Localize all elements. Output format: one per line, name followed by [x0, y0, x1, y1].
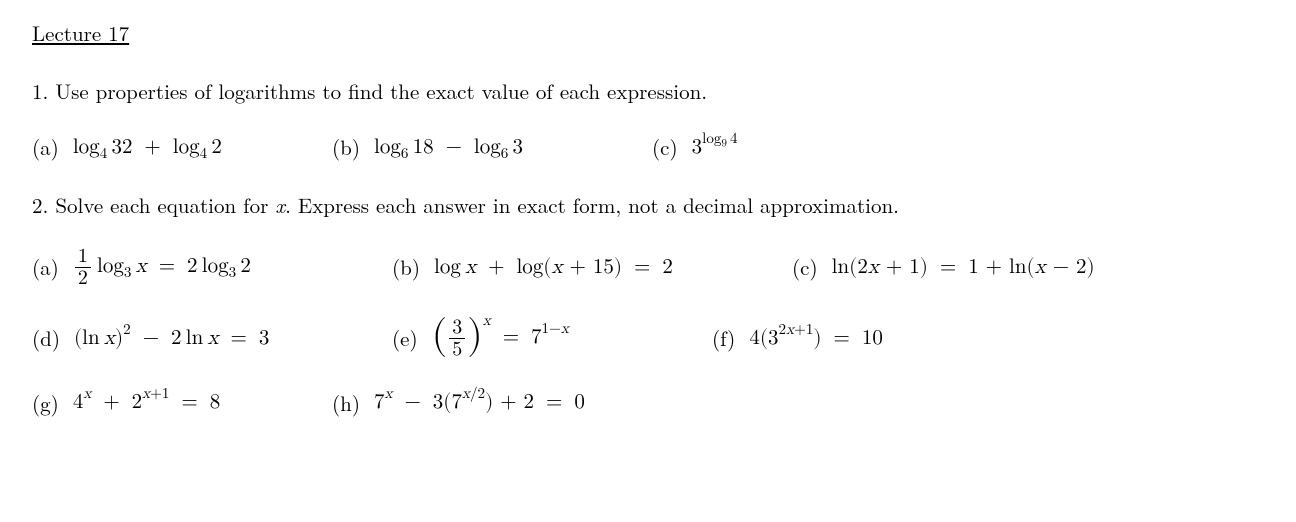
problem-2f: (f) 4(32x+1) = 10 — [712, 323, 883, 353]
problem-2a: (a) 12 log3 x = 2 log3 2 — [32, 246, 392, 289]
problem-2c: (c) ln(2x + 1) = 1 + ln(x − 2) — [792, 252, 1095, 282]
problem-2-statement: 2. Solve each equation for x. Express ea… — [32, 190, 1264, 220]
expr-2h: 7x − 3(7x/2) + 2 = 0 — [374, 390, 585, 415]
expr-2a: 12 log3 x = 2 log3 2 — [73, 246, 251, 289]
problem-2b: (b) log x + log(x + 15) = 2 — [392, 252, 792, 282]
label-2f: (f) — [712, 323, 735, 353]
page: Lecture 17 1. Use properties of logarith… — [0, 0, 1296, 462]
expr-1a: log4 32 + log4 2 — [73, 135, 222, 160]
problem-1-row: (a) log4 32 + log4 2 (b) log6 18 − log6 … — [32, 132, 1264, 162]
problem-2-row-2: (d) (ln x)2 − 2 ln x = 3 (e) (35)x = 71−… — [32, 317, 1264, 360]
expr-2d: (ln x)2 − 2 ln x = 3 — [74, 326, 269, 351]
problem-2e: (e) (35)x = 71−x — [392, 317, 712, 360]
problem-1c: (c) 3log9 4 — [652, 132, 738, 162]
label-2h: (h) — [332, 388, 360, 418]
expr-1c: 3log9 4 — [692, 135, 738, 160]
problem-1a: (a) log4 32 + log4 2 — [32, 132, 332, 162]
lecture-title: Lecture 17 — [32, 18, 1264, 48]
label-1b: (b) — [332, 132, 360, 162]
label-2b: (b) — [392, 252, 420, 282]
expr-2c: ln(2x + 1) = 1 + ln(x − 2) — [832, 255, 1095, 280]
label-2a: (a) — [32, 252, 59, 282]
problem-2-row-1: (a) 12 log3 x = 2 log3 2 (b) log x + log… — [32, 246, 1264, 289]
expr-2g: 4x + 2x+1 = 8 — [73, 390, 220, 415]
problem-2d: (d) (ln x)2 − 2 ln x = 3 — [32, 323, 392, 353]
label-2e: (e) — [392, 323, 418, 353]
problem-1-statement: 1. Use properties of logarithms to find … — [32, 76, 1264, 106]
problem-1b: (b) log6 18 − log6 3 — [332, 132, 652, 162]
label-2c: (c) — [792, 252, 818, 282]
problem-2g: (g) 4x + 2x+1 = 8 — [32, 388, 332, 418]
label-2d: (d) — [32, 323, 60, 353]
label-1c: (c) — [652, 132, 678, 162]
expr-1b: log6 18 − log6 3 — [374, 135, 523, 160]
expr-2e: (35)x = 71−x — [432, 317, 569, 360]
label-1a: (a) — [32, 132, 59, 162]
problem-2-row-3: (g) 4x + 2x+1 = 8 (h) 7x − 3(7x/2) + 2 =… — [32, 388, 1264, 418]
expr-2b: log x + log(x + 15) = 2 — [434, 255, 673, 280]
label-2g: (g) — [32, 388, 59, 418]
expr-2f: 4(32x+1) = 10 — [749, 326, 883, 351]
problem-2h: (h) 7x − 3(7x/2) + 2 = 0 — [332, 388, 585, 418]
